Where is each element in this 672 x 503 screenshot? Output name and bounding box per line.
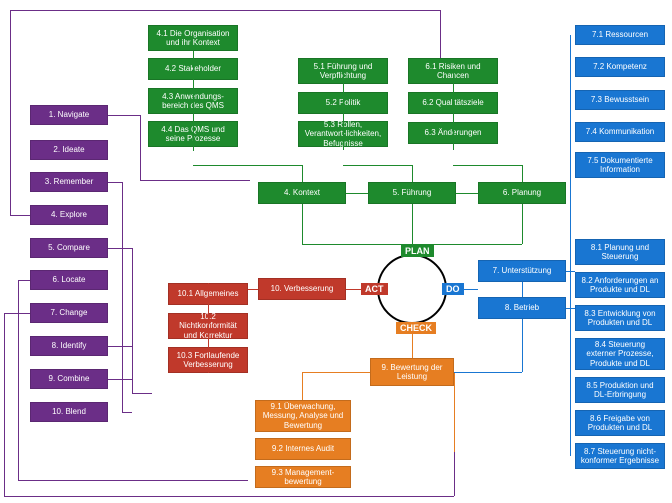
box-4x-g41: 4.1 Die Organisation und ihr Kontext xyxy=(148,25,238,51)
box-8x-b82: 8.2 Anforderungen an Produkte und DL xyxy=(575,272,665,298)
connector-2 xyxy=(302,204,303,244)
box-main-g6: 6. Planung xyxy=(478,182,566,204)
connector-30 xyxy=(108,115,140,116)
connector-44 xyxy=(108,379,132,380)
box-7x-b75: 7.5 Dokumentierte Information xyxy=(575,152,665,178)
connector-12 xyxy=(454,372,455,452)
phase-check: CHECK xyxy=(396,322,436,334)
box-main-g4: 4. Kontext xyxy=(258,182,346,204)
phase-do: DO xyxy=(442,283,464,295)
connector-33 xyxy=(108,182,122,183)
connector-14 xyxy=(522,319,523,372)
connector-38 xyxy=(10,10,440,11)
connector-46 xyxy=(4,313,5,496)
connector-32 xyxy=(140,180,250,181)
box-9x-o93: 9.3 Management-bewertung xyxy=(255,466,351,488)
nav-item-nav-7: 7. Change xyxy=(30,303,108,323)
connector-43 xyxy=(108,346,132,347)
box-7x-b71: 7.1 Ressourcen xyxy=(575,25,665,45)
box-8x-b81: 8.1 Planung und Steuerung xyxy=(575,239,665,265)
box-main-g5: 5. Führung xyxy=(368,182,456,204)
connector-19 xyxy=(193,51,194,151)
connector-21 xyxy=(302,165,303,182)
connector-18 xyxy=(570,252,571,456)
nav-item-nav-5: 5. Compare xyxy=(30,238,108,258)
connector-3 xyxy=(412,204,413,244)
connector-11 xyxy=(302,372,303,400)
connector-20 xyxy=(193,165,302,166)
connector-26 xyxy=(453,165,522,166)
connector-40 xyxy=(108,248,132,249)
nav-item-nav-9: 9. Combine xyxy=(30,369,108,389)
box-main-b7: 7. Unterstützung xyxy=(478,260,566,282)
box-8x-b86: 8.6 Freigabe von Produkten und DL xyxy=(575,410,665,436)
phase-plan: PLAN xyxy=(401,245,434,257)
connector-34 xyxy=(122,182,123,412)
connector-48 xyxy=(454,452,455,496)
connector-28 xyxy=(248,289,258,290)
connector-6 xyxy=(522,282,523,297)
connector-16 xyxy=(570,35,571,271)
connector-1 xyxy=(456,193,478,194)
connector-45 xyxy=(4,313,30,314)
connector-51 xyxy=(18,480,248,481)
nav-item-nav-10: 10. Blend xyxy=(30,402,108,422)
box-9x-o91: 9.1 Überwachung, Messung, Analyse und Be… xyxy=(255,400,351,432)
box-7x-b73: 7.3 Bewusstsein xyxy=(575,90,665,110)
connector-50 xyxy=(18,280,19,480)
connector-22 xyxy=(343,70,344,150)
box-7x-b72: 7.2 Kompetenz xyxy=(575,57,665,77)
nav-item-nav-1: 1. Navigate xyxy=(30,105,108,125)
box-main-r10: 10. Verbesserung xyxy=(258,278,346,300)
connector-10 xyxy=(302,372,370,373)
phase-act: ACT xyxy=(361,283,388,295)
nav-item-nav-4: 4. Explore xyxy=(30,205,108,225)
box-8x-b87: 8.7 Steuerung nicht-konformer Ergebnisse xyxy=(575,443,665,469)
box-8x-b84: 8.4 Steuerung externer Prozesse, Produkt… xyxy=(575,338,665,370)
connector-36 xyxy=(10,215,30,216)
connector-31 xyxy=(140,115,141,180)
nav-item-nav-2: 2. Ideate xyxy=(30,140,108,160)
box-main-b8: 8. Betrieb xyxy=(478,297,566,319)
connector-47 xyxy=(4,496,454,497)
connector-29 xyxy=(208,283,209,373)
connector-25 xyxy=(453,70,454,150)
connector-41 xyxy=(132,248,133,393)
connector-4 xyxy=(522,204,523,244)
connector-13 xyxy=(454,372,522,373)
box-8x-b83: 8.3 Entwicklung von Produkten und DL xyxy=(575,305,665,331)
nav-item-nav-3: 3. Remember xyxy=(30,172,108,192)
connector-42 xyxy=(132,393,152,394)
connector-23 xyxy=(343,165,412,166)
box-9x-o92: 9.2 Internes Audit xyxy=(255,438,351,460)
connector-39 xyxy=(440,10,441,58)
box-7x-b74: 7.4 Kommunikation xyxy=(575,122,665,142)
connector-37 xyxy=(10,10,11,215)
nav-item-nav-6: 6. Locate xyxy=(30,270,108,290)
box-8x-b85: 8.5 Produktion und DL-Erbringung xyxy=(575,377,665,403)
connector-27 xyxy=(522,165,523,182)
connector-9 xyxy=(412,333,413,358)
connector-0 xyxy=(346,193,368,194)
connector-24 xyxy=(412,165,413,182)
box-main-o9: 9. Bewertung der Leistung xyxy=(370,358,454,386)
connector-49 xyxy=(18,280,30,281)
connector-35 xyxy=(122,412,132,413)
nav-item-nav-8: 8. Identify xyxy=(30,336,108,356)
